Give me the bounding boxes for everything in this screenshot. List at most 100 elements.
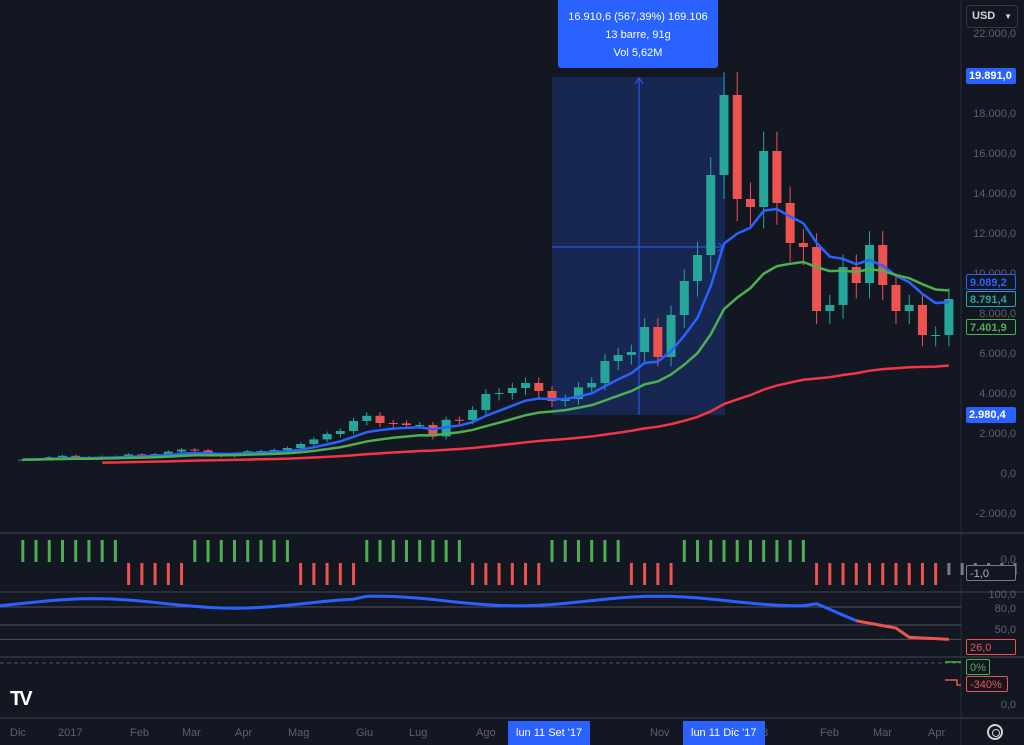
candle-body bbox=[177, 449, 187, 452]
signal-bar-down bbox=[934, 563, 938, 585]
signal-bar-down bbox=[629, 563, 633, 585]
candle-body bbox=[269, 450, 279, 451]
signal-bar-up bbox=[709, 540, 713, 562]
price-tick: 12.000,0 bbox=[973, 228, 1016, 240]
pane2-value-tag: 26,0 bbox=[966, 639, 1016, 655]
price-tick: 4.000,0 bbox=[979, 388, 1016, 400]
candle-body bbox=[481, 394, 491, 410]
signal-bar-down bbox=[127, 563, 131, 585]
signal-bar-down bbox=[180, 563, 184, 585]
measure-tooltip: 16.910,6 (567,39%) 169.106 13 barre, 91g… bbox=[558, 0, 718, 68]
candle-body bbox=[296, 444, 306, 448]
signal-bar-up bbox=[696, 540, 700, 562]
price-tick: 14.000,0 bbox=[973, 188, 1016, 200]
signal-bar-up bbox=[259, 540, 263, 562]
pane2-tick-100: 100,0 bbox=[988, 589, 1016, 601]
time-highlight-end: lun 11 Dic '17 bbox=[683, 721, 765, 745]
chevron-down-icon: ▼ bbox=[1004, 12, 1012, 21]
candle-body bbox=[772, 151, 782, 203]
candle-body bbox=[706, 175, 716, 255]
signal-bar-up bbox=[576, 540, 580, 562]
signal-bar-down bbox=[537, 563, 541, 585]
signal-bar-up bbox=[232, 540, 236, 562]
candle-body bbox=[454, 419, 464, 421]
candle-body bbox=[468, 410, 478, 420]
signal-bar-up bbox=[193, 540, 197, 562]
time-tick: Feb bbox=[130, 727, 149, 739]
candle-body bbox=[124, 454, 134, 457]
candle-body bbox=[640, 327, 650, 352]
settings-gear-icon[interactable] bbox=[987, 724, 1003, 740]
candle-body bbox=[759, 151, 769, 207]
ma-fast-tag: 9.089,2 bbox=[966, 274, 1016, 290]
price-tick: 18.000,0 bbox=[973, 108, 1016, 120]
candle-body bbox=[825, 305, 835, 311]
oscillator-line-falling bbox=[856, 619, 949, 641]
candle-body bbox=[322, 434, 332, 440]
signal-bar-up bbox=[285, 540, 289, 562]
signal-bar-up bbox=[21, 540, 25, 562]
signal-bar-up bbox=[74, 540, 78, 562]
signal-bar-down bbox=[497, 563, 501, 585]
signal-bar-up bbox=[762, 540, 766, 562]
signal-bar-down bbox=[471, 563, 475, 585]
currency-selector[interactable]: USD ▼ bbox=[966, 5, 1018, 28]
candle-body bbox=[891, 285, 901, 311]
pane3-red-tag: -340% bbox=[966, 676, 1008, 692]
signal-bar-down bbox=[312, 563, 316, 585]
signal-bar-up bbox=[47, 540, 51, 562]
signal-bar-down bbox=[510, 563, 514, 585]
signal-bar-up bbox=[801, 540, 805, 562]
signal-bar-down bbox=[643, 563, 647, 585]
price-tick: -2.000,0 bbox=[975, 508, 1016, 520]
signal-bar-up bbox=[34, 540, 38, 562]
candle-body bbox=[309, 439, 319, 444]
ma-slow-tag: 2.980,4 bbox=[966, 407, 1016, 423]
candle-body bbox=[335, 431, 345, 434]
signal-bar-up bbox=[788, 540, 792, 562]
candle-body bbox=[917, 305, 927, 335]
signal-bar-down bbox=[894, 563, 898, 585]
candle-body bbox=[71, 455, 81, 457]
signal-bar-down bbox=[338, 563, 342, 585]
signal-bar-down bbox=[153, 563, 157, 585]
candle-body bbox=[415, 425, 425, 426]
candle-body bbox=[679, 281, 689, 315]
candle-body bbox=[428, 425, 438, 437]
high-price-tag: 19.891,0 bbox=[966, 68, 1016, 84]
candle-body bbox=[666, 315, 676, 357]
signal-bar-down bbox=[325, 563, 329, 585]
candle-body bbox=[798, 243, 808, 247]
time-tick: Ago bbox=[476, 727, 496, 739]
candle-body bbox=[150, 454, 160, 455]
candle-body bbox=[362, 415, 372, 421]
signal-bar-down bbox=[299, 563, 303, 585]
candle-body bbox=[719, 95, 729, 175]
candle-body bbox=[494, 393, 504, 394]
signal-bar-up bbox=[365, 540, 369, 562]
signal-bar-up bbox=[735, 540, 739, 562]
measure-bars: 13 barre, 91g bbox=[605, 29, 671, 41]
signal-bar-up bbox=[60, 540, 64, 562]
signal-bar-down bbox=[140, 563, 144, 585]
ma-mid-line bbox=[22, 260, 949, 461]
candle-body bbox=[534, 383, 544, 391]
candle-body bbox=[653, 327, 663, 357]
price-tick: 16.000,0 bbox=[973, 148, 1016, 160]
tradingview-logo[interactable]: TV bbox=[10, 688, 32, 710]
price-tick: 2.000,0 bbox=[979, 428, 1016, 440]
candle-body bbox=[573, 387, 583, 399]
candle-body bbox=[944, 299, 954, 335]
oscillator-line bbox=[0, 594, 857, 623]
pane3-green-tag: 0% bbox=[966, 659, 990, 675]
time-tick: Nov bbox=[650, 727, 670, 739]
signal-bar-up bbox=[418, 540, 422, 562]
price-tick: 0,0 bbox=[1000, 468, 1016, 480]
signal-bar-down bbox=[854, 563, 858, 585]
signal-bar-up bbox=[378, 540, 382, 562]
signal-bar-up bbox=[100, 540, 104, 562]
pane2-tick-50: 50,0 bbox=[994, 624, 1016, 636]
candle-body bbox=[904, 305, 914, 311]
signal-bar-up bbox=[206, 540, 210, 562]
